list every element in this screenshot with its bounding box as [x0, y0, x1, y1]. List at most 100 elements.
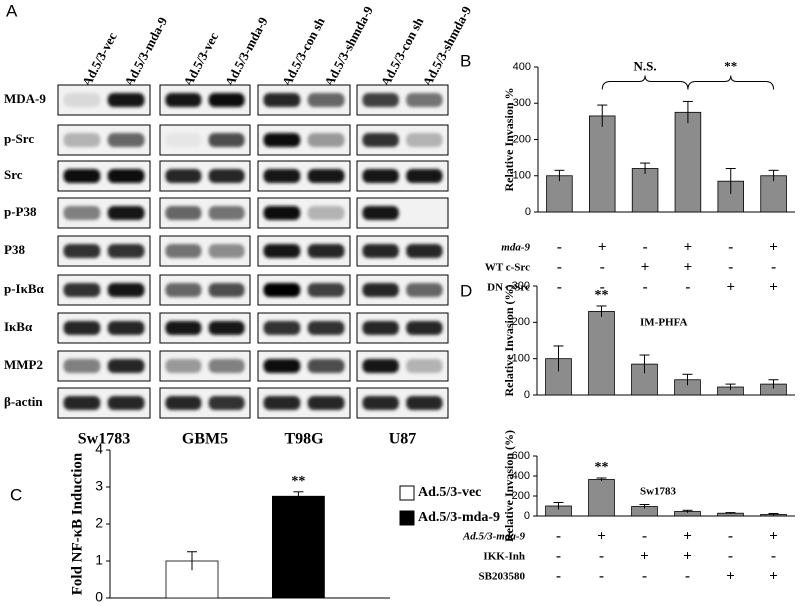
- annotation: **: [595, 288, 609, 303]
- sign: +: [683, 548, 692, 564]
- sign: -: [557, 259, 562, 275]
- row-label: p-IκBα: [4, 281, 45, 296]
- row-label: MDA-9: [4, 91, 46, 106]
- condition-label: mda-9: [501, 242, 530, 254]
- sign: +: [769, 568, 778, 584]
- y-tick-label: 2: [95, 515, 103, 531]
- condition-label: SB203580: [479, 571, 526, 583]
- condition-label: Ad.5/3-mda-9: [462, 531, 526, 543]
- annotation: **: [595, 460, 609, 475]
- sign: -: [600, 259, 605, 275]
- band: [307, 283, 345, 297]
- band: [263, 93, 301, 107]
- y-tick-label: 0: [525, 206, 531, 218]
- band: [307, 359, 345, 373]
- lane-header: Ad.5/3-shmda-9: [419, 3, 474, 89]
- y-tick-label: 3: [95, 478, 103, 494]
- condition-label: DN c-Src: [487, 282, 530, 294]
- lane-header: Ad.5/3-con sh: [378, 14, 427, 89]
- row-label: p-Src: [4, 131, 34, 146]
- subtitle: Sw1783: [640, 486, 677, 498]
- band: [165, 133, 202, 147]
- bar: [271, 495, 325, 599]
- error-bar: [768, 379, 779, 389]
- error-bar: [725, 383, 736, 390]
- row-label: Src: [4, 167, 23, 182]
- y-tick-label: 1: [95, 552, 103, 568]
- panel-label: A: [6, 1, 18, 20]
- lane-header: Ad.5/3-shmda-9: [321, 3, 376, 89]
- sign: +: [684, 239, 693, 255]
- y-tick-label: 0: [95, 589, 103, 605]
- annotation: **: [724, 58, 737, 73]
- band: [307, 244, 345, 258]
- sign: +: [598, 239, 607, 255]
- lane-header: Ad.5/3-vec: [180, 30, 221, 89]
- band: [107, 244, 145, 258]
- y-axis-label: Relative Invasion (%): [502, 430, 516, 542]
- band: [406, 244, 443, 258]
- y-axis-label: Relative Invasion %: [502, 87, 516, 191]
- y-axis-label: Relative Invasion (%): [502, 285, 516, 397]
- sign: +: [640, 548, 649, 564]
- row-label: p-P38: [4, 204, 37, 219]
- band: [263, 133, 301, 147]
- cell-line: T98G: [284, 431, 324, 448]
- band: [208, 169, 245, 183]
- band: [165, 206, 202, 220]
- cell-line: U87: [389, 431, 417, 448]
- error-bar: [768, 169, 779, 182]
- band: [362, 133, 399, 147]
- sign: +: [769, 528, 778, 544]
- y-tick-label: 100: [513, 170, 531, 182]
- sign: -: [556, 568, 561, 584]
- band: [406, 321, 443, 335]
- y-tick-label: 0: [524, 510, 530, 522]
- band: [307, 206, 345, 220]
- panel-label: D: [460, 281, 472, 300]
- band: [307, 169, 345, 183]
- error-bar: [596, 477, 607, 481]
- bar: [674, 111, 702, 213]
- band: [107, 396, 145, 410]
- band: [307, 93, 345, 107]
- sign: -: [600, 279, 605, 295]
- sign: -: [728, 548, 733, 564]
- y-tick-label: 300: [512, 280, 530, 292]
- band: [63, 283, 101, 297]
- sign: -: [557, 279, 562, 295]
- band: [165, 169, 202, 183]
- error-bar: [553, 502, 564, 510]
- band: [362, 396, 399, 410]
- condition-label: IKK-Inh: [483, 551, 525, 563]
- y-tick-label: 0: [524, 389, 530, 401]
- sign: -: [642, 528, 647, 544]
- bar: [760, 175, 787, 213]
- band: [406, 93, 443, 107]
- y-axis-label: Fold NF-κB Induction: [69, 452, 85, 595]
- band: [165, 283, 202, 297]
- band: [263, 169, 301, 183]
- band: [107, 93, 145, 107]
- error-bar: [725, 168, 736, 194]
- band: [63, 321, 101, 335]
- legend-label: Ad.5/3-mda-9: [418, 510, 500, 525]
- panel-label: C: [10, 485, 22, 504]
- sign: -: [685, 279, 690, 295]
- y-tick-label: 300: [513, 97, 531, 109]
- band: [208, 133, 245, 147]
- lane-header: Ad.5/3-vec: [79, 30, 120, 89]
- band: [107, 169, 145, 183]
- error-bar: [725, 512, 736, 514]
- band: [263, 396, 301, 410]
- band: [107, 206, 145, 220]
- sign: -: [771, 259, 776, 275]
- error-bar: [293, 491, 304, 501]
- lane-header: Ad.5/3-mda-9: [222, 14, 271, 89]
- band: [208, 206, 245, 220]
- error-bar: [554, 169, 565, 182]
- lane-header: Ad.5/3-con sh: [279, 14, 328, 89]
- band: [208, 244, 245, 258]
- sign: -: [643, 239, 648, 255]
- sign: -: [685, 568, 690, 584]
